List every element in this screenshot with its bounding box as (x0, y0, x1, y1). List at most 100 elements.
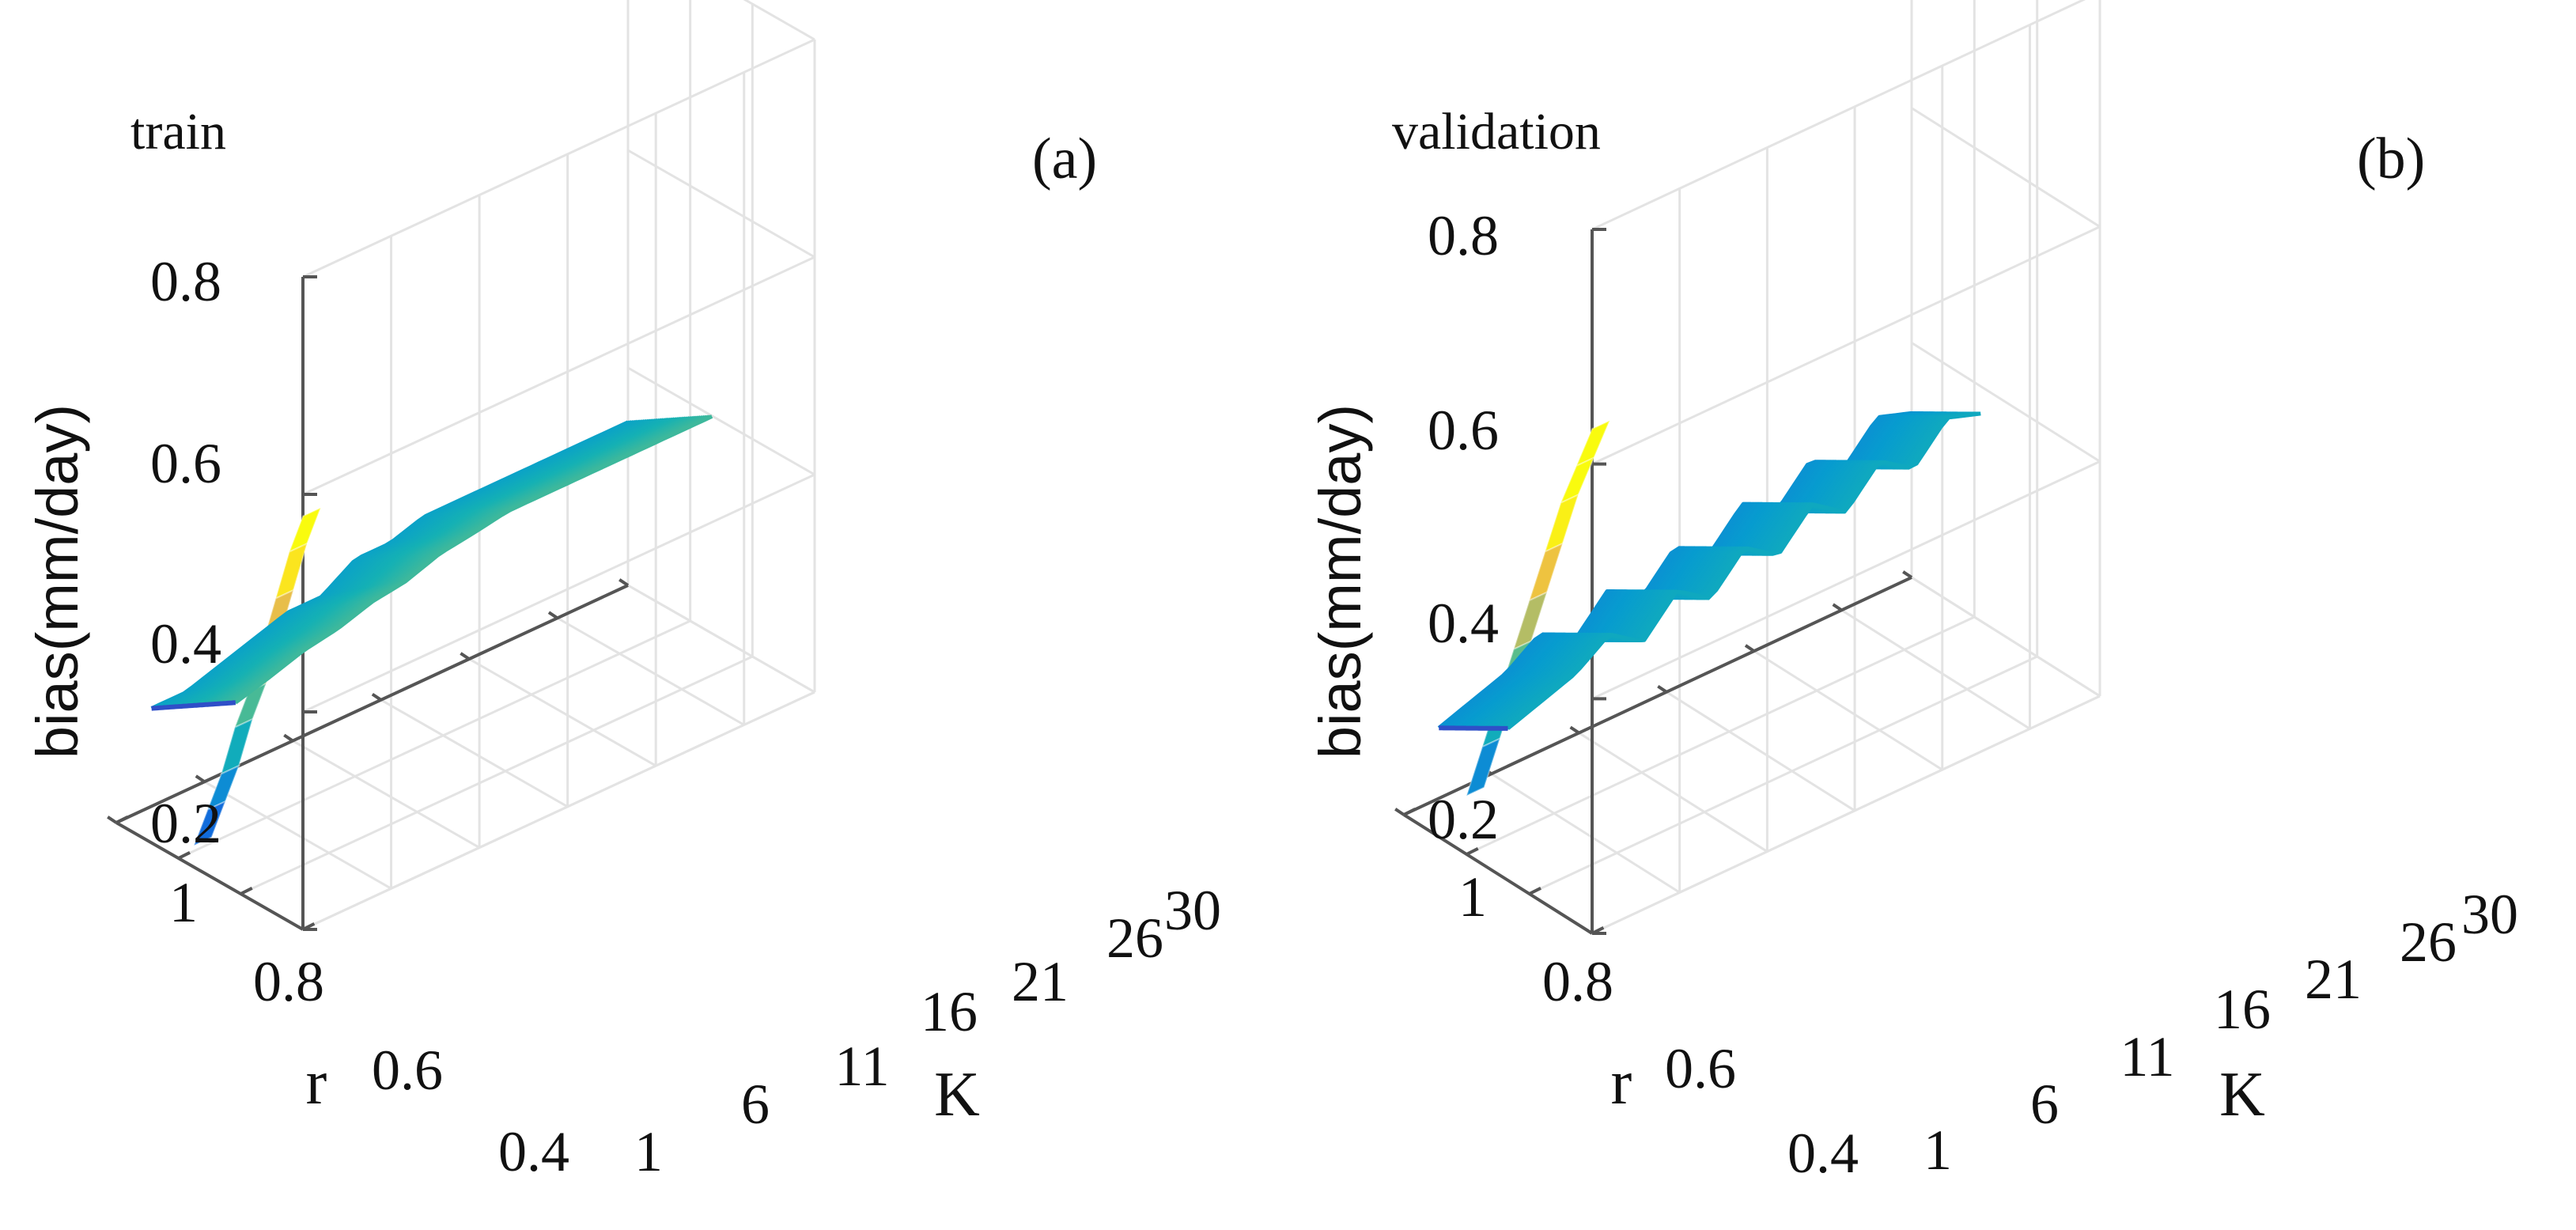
x-tick-label: 26 (2400, 910, 2457, 974)
x-tick-labels: 1 6 11 16 21 26 30 (1923, 883, 2518, 1182)
surface-edge (151, 700, 236, 711)
k-tick-mark (1569, 725, 1580, 735)
r-tick-mark (115, 816, 129, 824)
z-tick-label: 0.2 (150, 792, 221, 855)
grid-line (627, 149, 815, 259)
x-tick-label: 16 (921, 980, 978, 1043)
z-tick-labels: 0.2 0.4 0.6 0.8 (150, 250, 221, 855)
grid-line (627, 584, 815, 694)
r-tick-mark (177, 851, 191, 860)
grid-line (1840, 609, 2031, 730)
r-tick-mark (1403, 808, 1417, 816)
y-tick-label: 0.4 (1787, 1122, 1859, 1185)
chart-title: train (131, 103, 226, 161)
k-tick-mark (371, 692, 382, 702)
z-axis-label: bias(mm/day) (1307, 404, 1373, 759)
y-tick-label: 0.8 (1542, 950, 1613, 1013)
x-tick-label: 16 (2214, 978, 2271, 1041)
z-tick-label: 0.8 (1428, 204, 1499, 267)
panel-train: train (a) 0.2 0.4 0.6 0.8 1 0.8 0.6 0.4 … (25, 0, 1221, 1183)
x-tick-label: 11 (2120, 1025, 2174, 1088)
k-tick-mark (1394, 808, 1405, 816)
y-tick-label: 1 (169, 871, 198, 934)
sheet-segment (1465, 736, 1501, 797)
surface-mesh (1437, 411, 1981, 731)
y-tick-label: 0.6 (372, 1039, 443, 1102)
x-tick-label: 6 (2030, 1073, 2059, 1136)
x-tick-label: 21 (2305, 948, 2362, 1011)
panel-validation: validation (b) 0.2 0.4 0.6 0.8 1 0.8 0.6… (1307, 0, 2518, 1185)
k-tick-mark (547, 611, 558, 620)
grid-line (302, 38, 815, 278)
k-tick-mark (618, 578, 630, 587)
x-tick-label: 1 (1923, 1118, 1952, 1182)
z-axis-label: bias(mm/day) (25, 404, 90, 759)
grid-line (178, 619, 691, 860)
k-tick-mark (1902, 570, 1913, 579)
x-tick-label: 11 (834, 1035, 889, 1098)
grid-line (1578, 732, 1768, 853)
grid-line (1911, 576, 2101, 698)
surface-mesh (150, 414, 713, 711)
z-tick-label: 0.4 (150, 612, 221, 676)
k-axis-line (115, 584, 629, 824)
r-tick-mark (240, 887, 253, 895)
y-tick-label: 0.4 (498, 1120, 569, 1183)
y-tick-label: 0.8 (253, 950, 324, 1013)
x-tick-labels: 1 6 11 16 21 26 30 (634, 879, 1221, 1183)
r-tick-mark (1466, 847, 1479, 856)
k-tick-mark (1832, 603, 1843, 612)
z-tick-label: 0.2 (1428, 788, 1499, 851)
x-axis-label: K (934, 1060, 980, 1130)
grid-line (240, 655, 753, 895)
z-tick-label: 0.8 (150, 250, 221, 313)
axis-lines (107, 275, 630, 931)
surface-line (1506, 411, 1981, 730)
x-tick-label: 30 (1164, 879, 1221, 942)
sheet-segment (192, 800, 227, 847)
y-tick-label: 1 (1458, 865, 1487, 929)
grid-line (1591, 694, 2101, 935)
grid-line (302, 255, 815, 496)
r-tick-mark (302, 922, 316, 931)
grid-line (1666, 691, 1855, 812)
x-tick-label: 21 (1012, 950, 1069, 1013)
grid-line (1591, 0, 2086, 231)
y-tick-label: 0.6 (1665, 1037, 1736, 1100)
surface-line (234, 414, 713, 705)
y-tick-labels: 1 0.8 0.6 0.4 (1458, 865, 1859, 1185)
chart-title: validation (1392, 103, 1601, 161)
k-tick-mark (1744, 644, 1755, 653)
k-tick-mark (283, 733, 294, 743)
grid-line (1466, 615, 1975, 856)
grid-line (203, 780, 392, 890)
k-tick-mark (460, 652, 471, 660)
surface-edge (1439, 725, 1508, 731)
grid-line (302, 691, 815, 931)
grid-line (1591, 225, 2101, 466)
z-tick-label: 0.4 (1428, 592, 1499, 655)
grid-line (557, 617, 745, 726)
x-axis-label: K (2219, 1060, 2265, 1130)
z-tick-labels: 0.2 0.4 0.6 0.8 (1428, 204, 1499, 851)
grid-line (1753, 649, 1943, 771)
z-tick-label: 0.6 (150, 432, 221, 495)
k-tick-mark (107, 816, 118, 824)
grid-line (1591, 460, 2101, 700)
y-tick-labels: 1 0.8 0.6 0.4 (169, 871, 569, 1183)
k-axis-line (1403, 576, 1912, 816)
grid-line (1911, 342, 2101, 463)
grid-line (380, 698, 569, 808)
r-tick-mark (1528, 887, 1541, 895)
y-axis-label: r (306, 1048, 327, 1118)
x-tick-label: 1 (634, 1120, 663, 1183)
grid-line (302, 473, 815, 713)
panel-label: (b) (2357, 127, 2425, 191)
grid-lines (115, 0, 816, 931)
grid-line (1911, 107, 2101, 228)
y-axis-label: r (1611, 1048, 1632, 1118)
x-tick-label: 30 (2461, 883, 2518, 946)
grid-line (468, 657, 656, 767)
